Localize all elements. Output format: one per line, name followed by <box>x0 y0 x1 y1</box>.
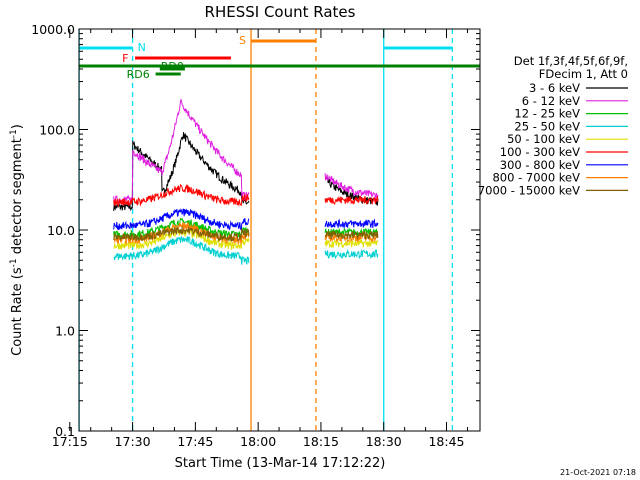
series-line <box>113 99 379 205</box>
x-tick-label: 17:30 <box>115 434 151 449</box>
rd0-label: RD0 <box>161 60 184 73</box>
plot-frame <box>78 28 481 432</box>
legend-entry-label: 3 - 6 keV <box>529 81 580 95</box>
legend: Det 1f,3f,4f,5f,6f,9f, FDecim 1, Att 0 3… <box>478 54 628 197</box>
y-axis-label-exp2: -1 <box>9 129 19 138</box>
legend-entry-label: 6 - 12 keV <box>522 94 580 108</box>
night-label: N <box>138 41 146 54</box>
legend-entry-label: 7000 - 15000 keV <box>478 183 580 197</box>
series-line <box>113 183 379 208</box>
y-axis-label-main: Count Rate (s <box>10 267 25 356</box>
x-tick-label: 17:15 <box>52 434 88 449</box>
timestamp: 21-Oct-2021 07:18 <box>560 468 636 477</box>
x-tick-label: 17:45 <box>177 434 213 449</box>
legend-entry-label: 25 - 50 keV <box>514 119 580 133</box>
legend-entry-label: 800 - 7000 keV <box>492 171 580 185</box>
x-tick-label: 18:00 <box>240 434 276 449</box>
rd6-label: RD6 <box>127 68 150 81</box>
legend-entry-label: 100 - 300 keV <box>500 145 580 159</box>
x-axis-label: Start Time (13-Mar-14 17:12:22) <box>175 456 386 471</box>
y-tick-label: 10.0 <box>47 223 75 238</box>
chart-title: RHESSI Count Rates <box>205 3 356 21</box>
legend-entry-label: 50 - 100 keV <box>507 132 580 146</box>
series-line <box>113 226 379 243</box>
legend-header-line-1: Det 1f,3f,4f,5f,6f,9f, <box>514 54 628 68</box>
y-axis-label-exp1: -1 <box>9 258 19 267</box>
series-line <box>113 208 379 231</box>
y-tick-label: 1000.0 <box>31 22 75 37</box>
legend-entry-label: 12 - 25 keV <box>514 107 580 121</box>
flare-label: F <box>122 52 128 65</box>
series-lines <box>113 99 379 266</box>
x-tick-label: 18:30 <box>366 434 402 449</box>
x-tick-label: 18:45 <box>428 434 464 449</box>
legend-entry-label: 300 - 800 keV <box>500 158 580 172</box>
saa-label: S <box>239 34 246 47</box>
y-axis-label: Count Rate (s-1 detector segment-1) <box>9 124 25 356</box>
legend-header-line-2: FDecim 1, Att 0 <box>539 67 628 81</box>
y-axis-label-mid: detector segment <box>10 138 25 258</box>
x-axis-ticks: 17:15 17:30 17:45 18:00 18:15 18:30 18:45 <box>52 29 468 449</box>
series-line <box>113 235 379 266</box>
y-tick-label: 1.0 <box>55 324 75 339</box>
y-tick-label: 100.0 <box>39 123 75 138</box>
y-axis-label-close: ) <box>10 124 25 129</box>
x-tick-label: 18:15 <box>303 434 339 449</box>
annotation-overlays: NF RD0 RD6 S <box>78 29 480 431</box>
